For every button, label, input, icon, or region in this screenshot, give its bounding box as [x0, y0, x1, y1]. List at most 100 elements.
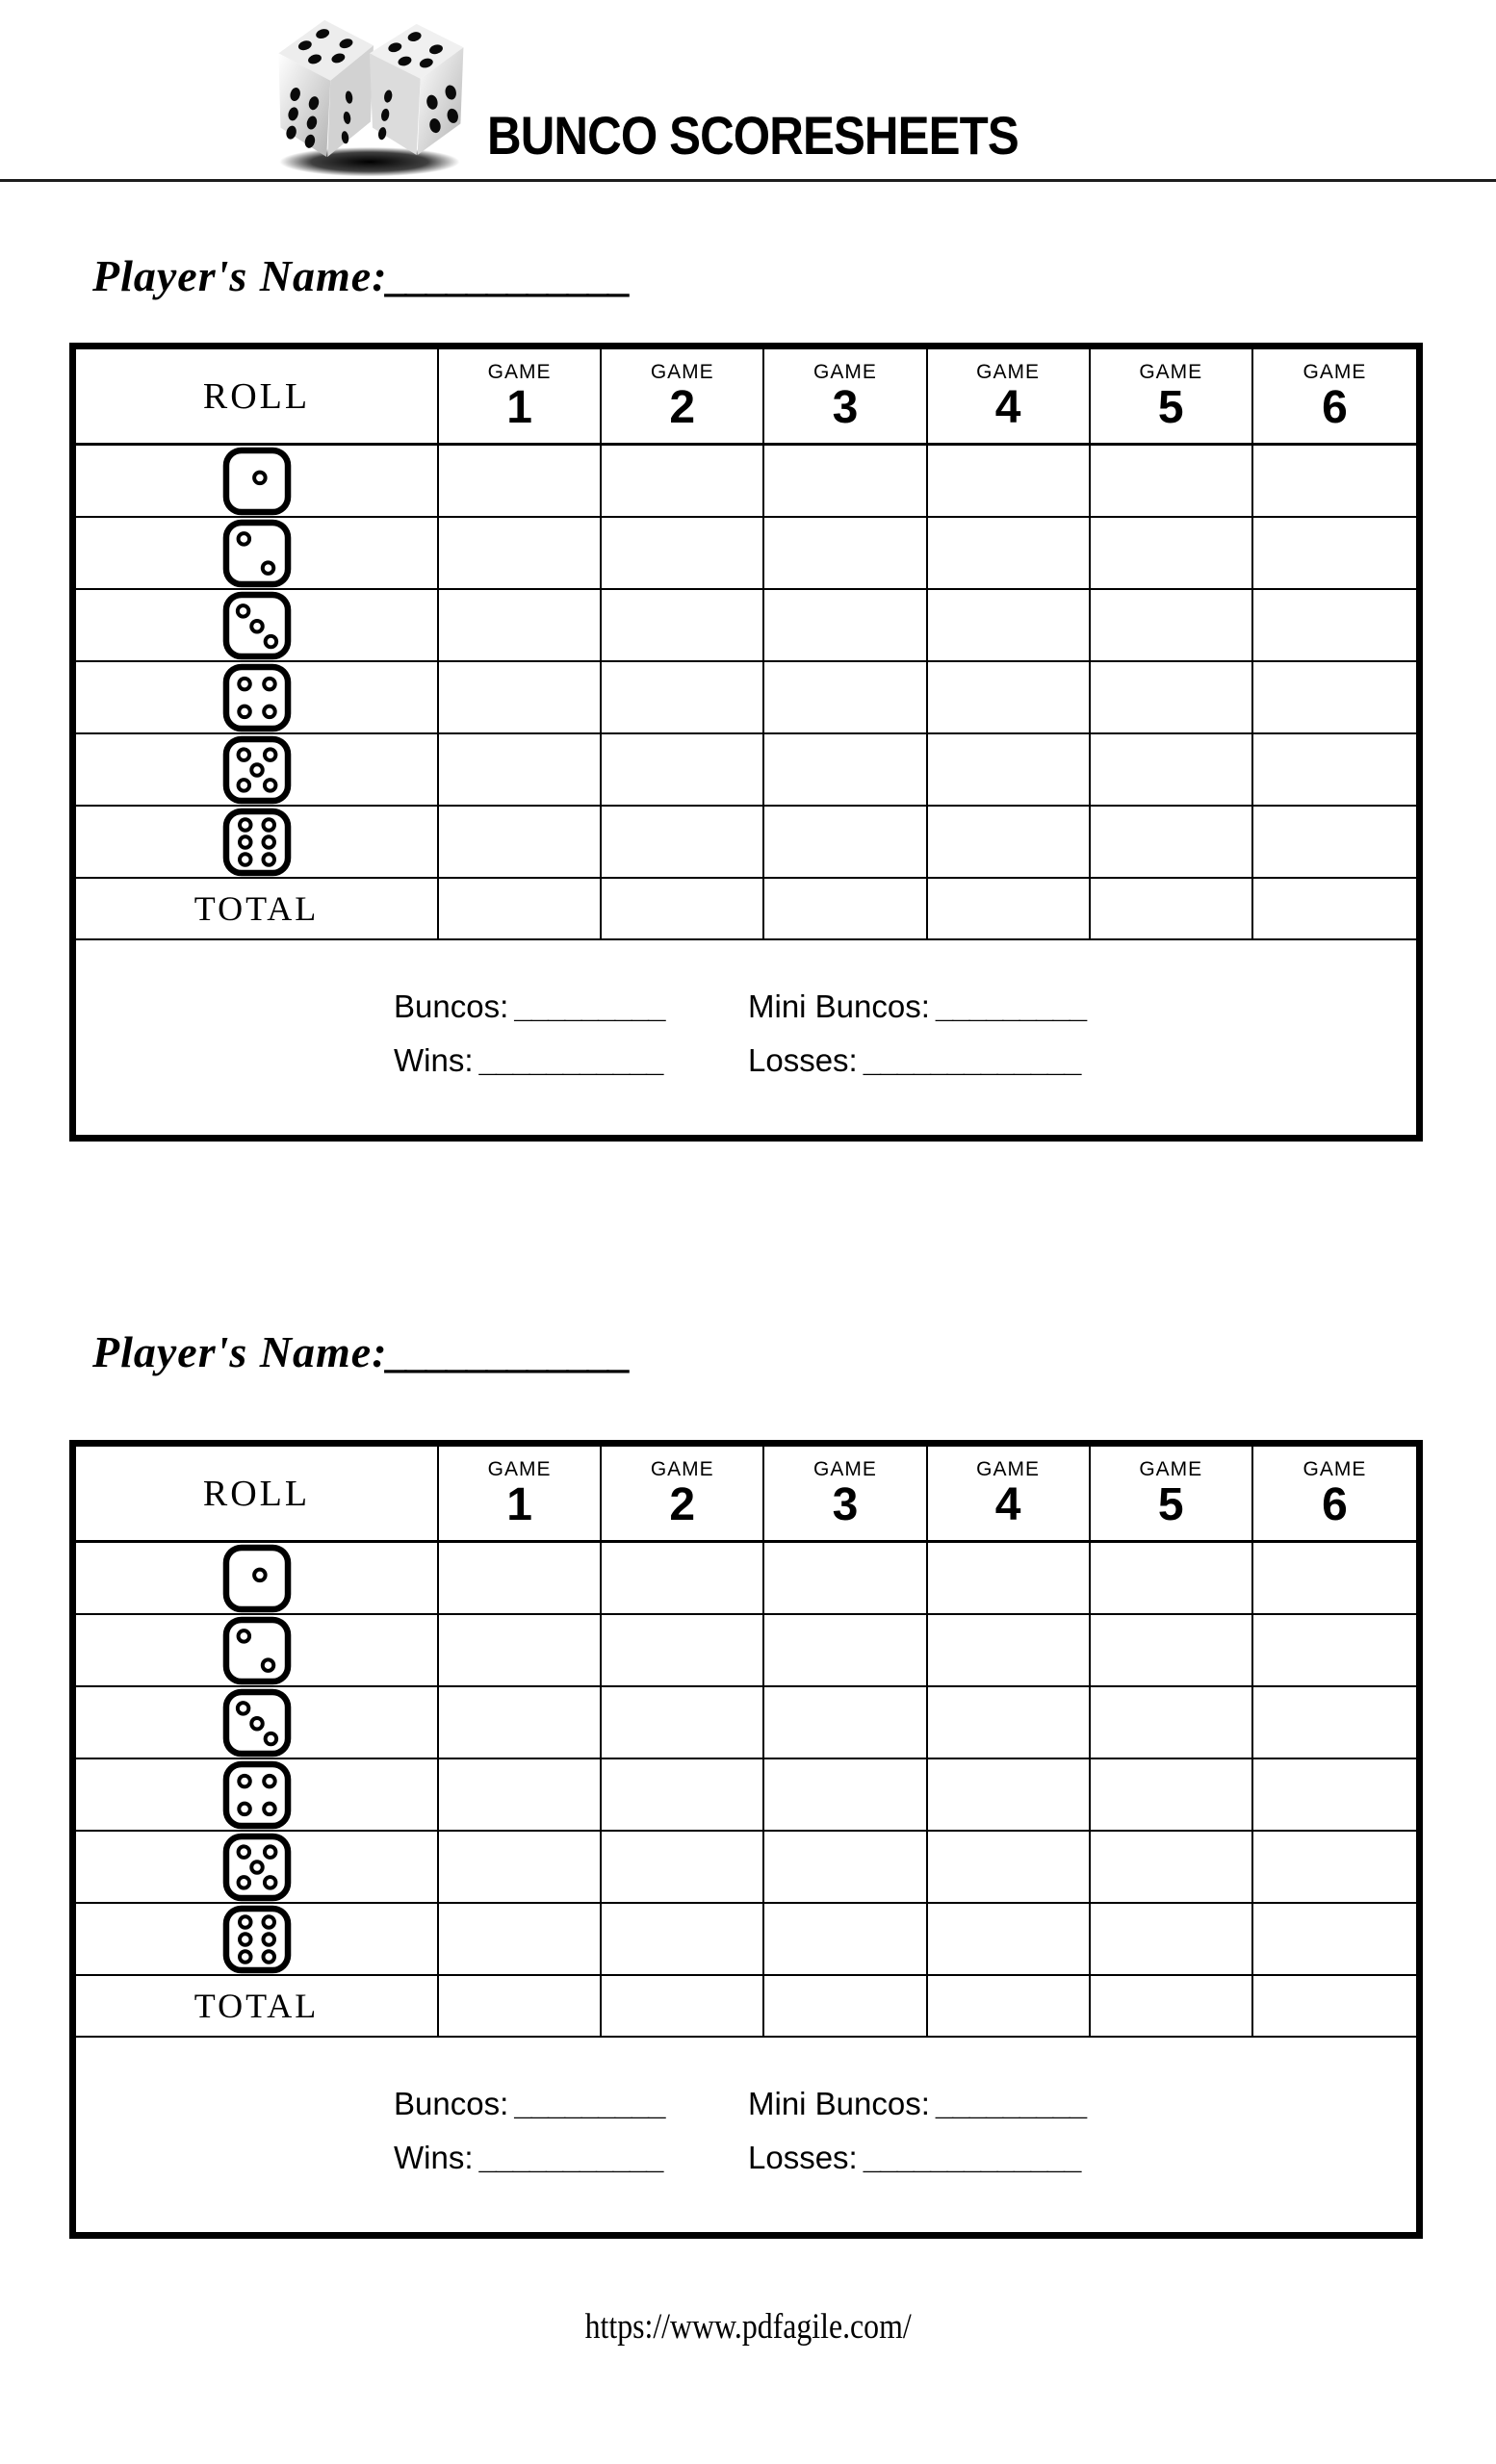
mini-buncos-blank[interactable]: _________: [935, 988, 1087, 1024]
score-cell[interactable]: [439, 518, 603, 590]
score-cell[interactable]: [1090, 807, 1253, 879]
score-cell[interactable]: [439, 1759, 603, 1832]
score-cell[interactable]: [602, 1543, 765, 1615]
score-cell[interactable]: [927, 1687, 1091, 1759]
score-cell[interactable]: [1252, 446, 1416, 518]
score-cell[interactable]: [764, 734, 928, 807]
score-cell[interactable]: [764, 1976, 928, 2038]
score-cell[interactable]: [764, 446, 928, 518]
score-cell[interactable]: [439, 1687, 603, 1759]
score-cell[interactable]: [602, 1832, 765, 1904]
score-cell[interactable]: [1090, 879, 1253, 940]
score-cell[interactable]: [439, 662, 603, 734]
page-title: BUNCO SCORESHEETS: [487, 105, 1019, 166]
die-cell-1: [76, 1543, 439, 1615]
score-cell[interactable]: [602, 1904, 765, 1976]
score-cell[interactable]: [439, 1832, 603, 1904]
score-cell[interactable]: [1090, 662, 1253, 734]
buncos-blank[interactable]: _________: [514, 988, 665, 1024]
score-cell[interactable]: [602, 879, 765, 940]
score-cell[interactable]: [927, 446, 1091, 518]
score-cell[interactable]: [1090, 590, 1253, 662]
score-cell[interactable]: [1090, 446, 1253, 518]
score-cell[interactable]: [439, 1976, 603, 2038]
score-cell[interactable]: [927, 662, 1091, 734]
buncos-blank[interactable]: _________: [514, 2086, 665, 2121]
score-cell[interactable]: [1252, 518, 1416, 590]
score-cell[interactable]: [602, 1615, 765, 1687]
score-cell[interactable]: [764, 1687, 928, 1759]
score-cell[interactable]: [927, 1832, 1091, 1904]
score-cell[interactable]: [1252, 1832, 1416, 1904]
score-cell[interactable]: [1252, 734, 1416, 807]
score-cell[interactable]: [1252, 1976, 1416, 2038]
score-cell[interactable]: [1252, 662, 1416, 734]
score-cell[interactable]: [927, 518, 1091, 590]
score-cell[interactable]: [439, 590, 603, 662]
score-cell[interactable]: [1090, 1832, 1253, 1904]
score-cell[interactable]: [1090, 1615, 1253, 1687]
score-cell[interactable]: [1090, 518, 1253, 590]
score-cell[interactable]: [602, 1759, 765, 1832]
score-cell[interactable]: [602, 1687, 765, 1759]
score-cell[interactable]: [1090, 1543, 1253, 1615]
score-cell[interactable]: [1252, 1904, 1416, 1976]
score-cell[interactable]: [1252, 1543, 1416, 1615]
score-cell[interactable]: [927, 879, 1091, 940]
player-name-blank[interactable]: ____________: [387, 1327, 632, 1376]
score-cell[interactable]: [1090, 1687, 1253, 1759]
score-cell[interactable]: [602, 446, 765, 518]
losses-blank[interactable]: _____________: [863, 1042, 1082, 1078]
losses-blank[interactable]: _____________: [863, 2140, 1082, 2175]
wins-blank[interactable]: ___________: [478, 2140, 664, 2175]
score-cell[interactable]: [1090, 1759, 1253, 1832]
score-cell[interactable]: [927, 807, 1091, 879]
die-3-icon: [222, 1688, 291, 1757]
score-cell[interactable]: [764, 1615, 928, 1687]
score-cell[interactable]: [1252, 1687, 1416, 1759]
score-cell[interactable]: [602, 518, 765, 590]
wins-blank[interactable]: ___________: [478, 1042, 664, 1078]
score-cell[interactable]: [1252, 807, 1416, 879]
score-cell[interactable]: [1090, 1976, 1253, 2038]
score-cell[interactable]: [439, 807, 603, 879]
score-cell[interactable]: [439, 1543, 603, 1615]
score-cell[interactable]: [439, 734, 603, 807]
score-cell[interactable]: [764, 590, 928, 662]
score-cell[interactable]: [764, 879, 928, 940]
score-cell[interactable]: [602, 590, 765, 662]
score-cell[interactable]: [1252, 879, 1416, 940]
roll-column-header: ROLL: [76, 1447, 439, 1543]
score-cell[interactable]: [927, 1976, 1091, 2038]
score-cell[interactable]: [927, 1543, 1091, 1615]
score-cell[interactable]: [927, 590, 1091, 662]
score-cell[interactable]: [439, 446, 603, 518]
score-cell[interactable]: [764, 1904, 928, 1976]
score-cell[interactable]: [764, 518, 928, 590]
score-cell[interactable]: [764, 1832, 928, 1904]
left-die: [278, 19, 374, 158]
score-cell[interactable]: [1252, 590, 1416, 662]
score-cell[interactable]: [764, 1759, 928, 1832]
score-cell[interactable]: [927, 1904, 1091, 1976]
score-cell[interactable]: [602, 807, 765, 879]
score-cell[interactable]: [602, 662, 765, 734]
score-cell[interactable]: [1252, 1759, 1416, 1832]
score-cell[interactable]: [439, 1904, 603, 1976]
score-cell[interactable]: [439, 1615, 603, 1687]
score-cell[interactable]: [602, 1976, 765, 2038]
score-cell[interactable]: [927, 734, 1091, 807]
score-cell[interactable]: [764, 807, 928, 879]
score-cell[interactable]: [927, 1615, 1091, 1687]
mini-buncos-blank[interactable]: _________: [935, 2086, 1087, 2121]
score-cell[interactable]: [764, 662, 928, 734]
score-cell[interactable]: [764, 1543, 928, 1615]
score-cell[interactable]: [1090, 734, 1253, 807]
score-cell[interactable]: [927, 1759, 1091, 1832]
score-cell[interactable]: [1090, 1904, 1253, 1976]
player-name-blank[interactable]: ____________: [387, 251, 632, 300]
footer-url-link[interactable]: https://www.pdfagile.com/: [584, 2307, 912, 2347]
score-cell[interactable]: [439, 879, 603, 940]
score-cell[interactable]: [1252, 1615, 1416, 1687]
score-cell[interactable]: [602, 734, 765, 807]
